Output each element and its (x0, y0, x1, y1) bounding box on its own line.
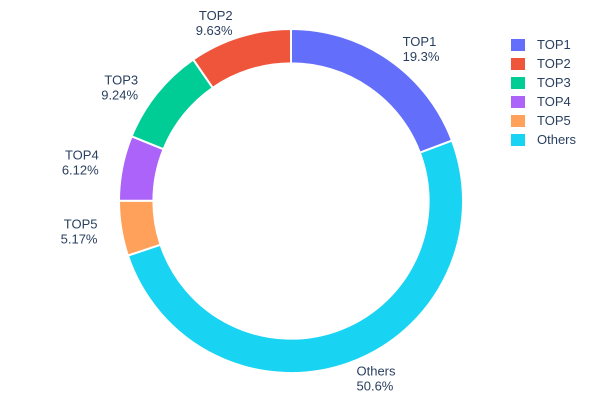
slice-top2[interactable] (192, 28, 292, 89)
legend-item-top1[interactable]: TOP1 (511, 35, 576, 54)
legend-item-top2[interactable]: TOP2 (511, 54, 576, 73)
legend-label-top5: TOP5 (537, 113, 571, 128)
slice-pct-label-top1: 19.3% (403, 49, 440, 64)
legend: TOP1 TOP2 TOP3 TOP4 TOP5 Others (511, 35, 576, 149)
slice-pct-label-top3: 9.24% (101, 87, 138, 102)
slice-top5[interactable] (117, 199, 162, 257)
slice-name-label-top5: TOP5 (64, 216, 98, 231)
legend-swatch-top1 (511, 38, 525, 51)
legend-swatch-top4 (511, 95, 525, 108)
legend-swatch-top3 (511, 76, 525, 89)
legend-swatch-others (511, 133, 525, 146)
legend-item-top4[interactable]: TOP4 (511, 92, 576, 111)
slice-name-label-top4: TOP4 (65, 147, 99, 162)
legend-item-top5[interactable]: TOP5 (511, 111, 576, 130)
slice-name-label-top2: TOP2 (199, 8, 233, 23)
slice-name-label-top1: TOP1 (403, 34, 437, 49)
slice-others[interactable] (126, 139, 465, 375)
legend-swatch-top2 (511, 57, 525, 70)
legend-item-top3[interactable]: TOP3 (511, 73, 576, 92)
slice-top3[interactable] (130, 58, 214, 151)
legend-swatch-top5 (511, 114, 525, 127)
slice-name-label-others: Others (357, 364, 397, 379)
slice-pct-label-top2: 9.63% (196, 23, 233, 38)
slice-pct-label-top4: 6.12% (62, 162, 99, 177)
legend-label-top4: TOP4 (537, 94, 571, 109)
legend-label-top2: TOP2 (537, 56, 571, 71)
legend-label-others: Others (537, 132, 577, 147)
legend-item-others[interactable]: Others (511, 130, 576, 149)
legend-label-top3: TOP3 (537, 75, 571, 90)
legend-label-top1: TOP1 (537, 37, 571, 52)
slice-name-label-top3: TOP3 (104, 72, 138, 87)
slice-pct-label-others: 50.6% (357, 379, 394, 394)
slice-pct-label-top5: 5.17% (61, 231, 98, 246)
